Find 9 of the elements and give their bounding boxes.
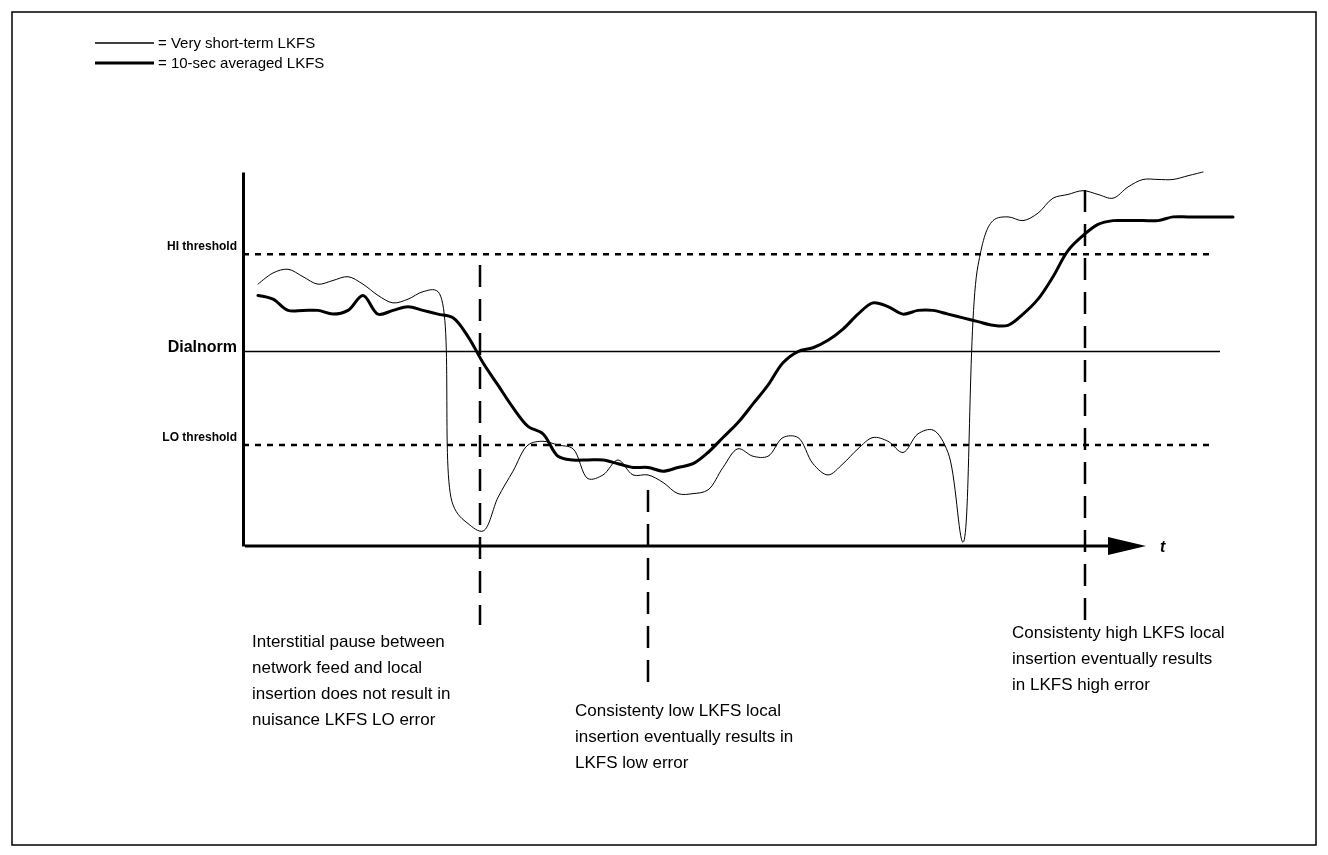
legend-label: = 10-sec averaged LKFS: [158, 54, 325, 71]
text: Consistenty low LKFS local insertion eventually results in LKFS low error: [575, 701, 794, 772]
legend-label: = Very short-term LKFS: [158, 34, 316, 51]
text: Consistenty high LKFS local insertion eventually results in LKFS high error: [1012, 623, 1225, 694]
ref-line-label: HI threshold: [166, 239, 237, 254]
x-axis-title: t: [1160, 538, 1166, 555]
ref-line-label: Dialnorm: [167, 337, 237, 355]
ref-line-label: LO threshold: [162, 430, 237, 445]
text: Interstitial pause between network feed and local insertion does not result in nuisance LKFS LO error: [252, 632, 451, 729]
